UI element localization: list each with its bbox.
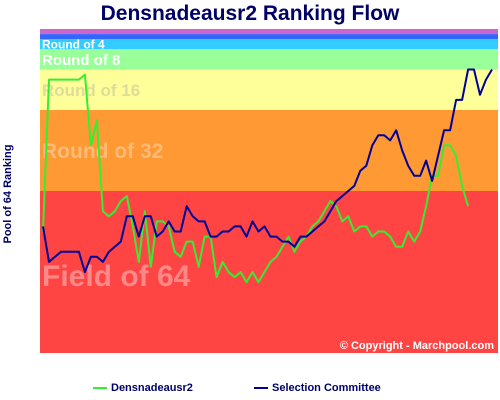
zone-label-round-of-4: Round of 4 (42, 38, 105, 52)
zone-label-round-of-16: Round of 16 (42, 81, 140, 100)
zone-band-round-of-4 (40, 39, 498, 50)
chart-title: Densnadeausr2 Ranking Flow (100, 2, 400, 25)
zone-band-round-of-16 (40, 69, 498, 110)
copyright-notice: © Copyright - Marchpool.com (340, 340, 494, 352)
series-line-densnadeausr2 (42, 73, 470, 284)
legend-swatch (93, 387, 107, 390)
legend-item-densnadeausr2: Densnadeausr2 (93, 382, 193, 394)
zone-band-tier-6 (40, 29, 498, 35)
zone-label-round-of-32: Round of 32 (42, 140, 163, 163)
legend-label: Selection Committee (272, 382, 381, 394)
zone-band-round-of-8 (40, 49, 498, 70)
zone-band-round-of-32 (40, 110, 498, 191)
zone-band-tier-5 (40, 34, 498, 40)
zone-label-round-of-8: Round of 8 (42, 52, 120, 69)
chart-plot: Field of 64 Round of 32 Round of 16 Round o… (40, 29, 498, 353)
series-line-selection-committee (42, 68, 493, 273)
legend: Densnadeausr2 Selection Committee (0, 382, 500, 398)
legend-swatch (254, 387, 268, 390)
zone-label-field-of-64: Field of 64 (42, 260, 191, 293)
legend-label: Densnadeausr2 (111, 382, 193, 394)
legend-item-selection-committee: Selection Committee (254, 382, 381, 394)
zone-band-field-of-64 (40, 191, 498, 353)
